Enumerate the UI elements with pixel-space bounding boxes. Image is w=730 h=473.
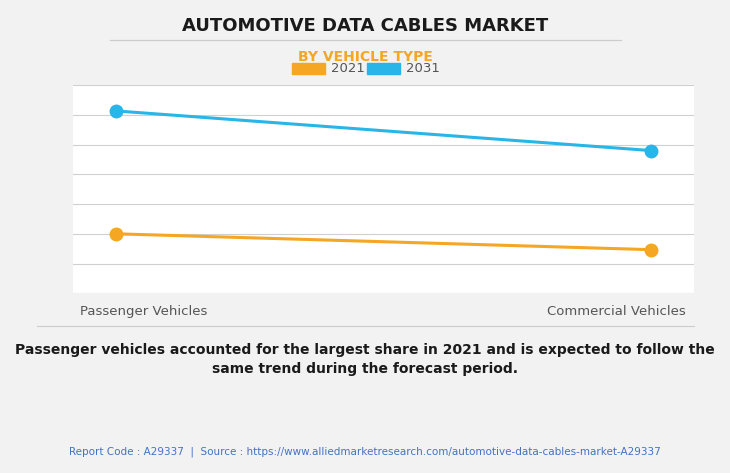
Text: 2021: 2021 (331, 62, 364, 75)
Text: Commercial Vehicles: Commercial Vehicles (548, 305, 686, 318)
Text: Passenger vehicles accounted for the largest share in 2021 and is expected to fo: Passenger vehicles accounted for the lar… (15, 343, 715, 377)
Text: BY VEHICLE TYPE: BY VEHICLE TYPE (298, 50, 432, 64)
Text: Passenger Vehicles: Passenger Vehicles (80, 305, 207, 318)
Text: 2031: 2031 (406, 62, 439, 75)
Text: Report Code : A29337  |  Source : https://www.alliedmarketresearch.com/automotiv: Report Code : A29337 | Source : https://… (69, 447, 661, 457)
Text: AUTOMOTIVE DATA CABLES MARKET: AUTOMOTIVE DATA CABLES MARKET (182, 17, 548, 35)
